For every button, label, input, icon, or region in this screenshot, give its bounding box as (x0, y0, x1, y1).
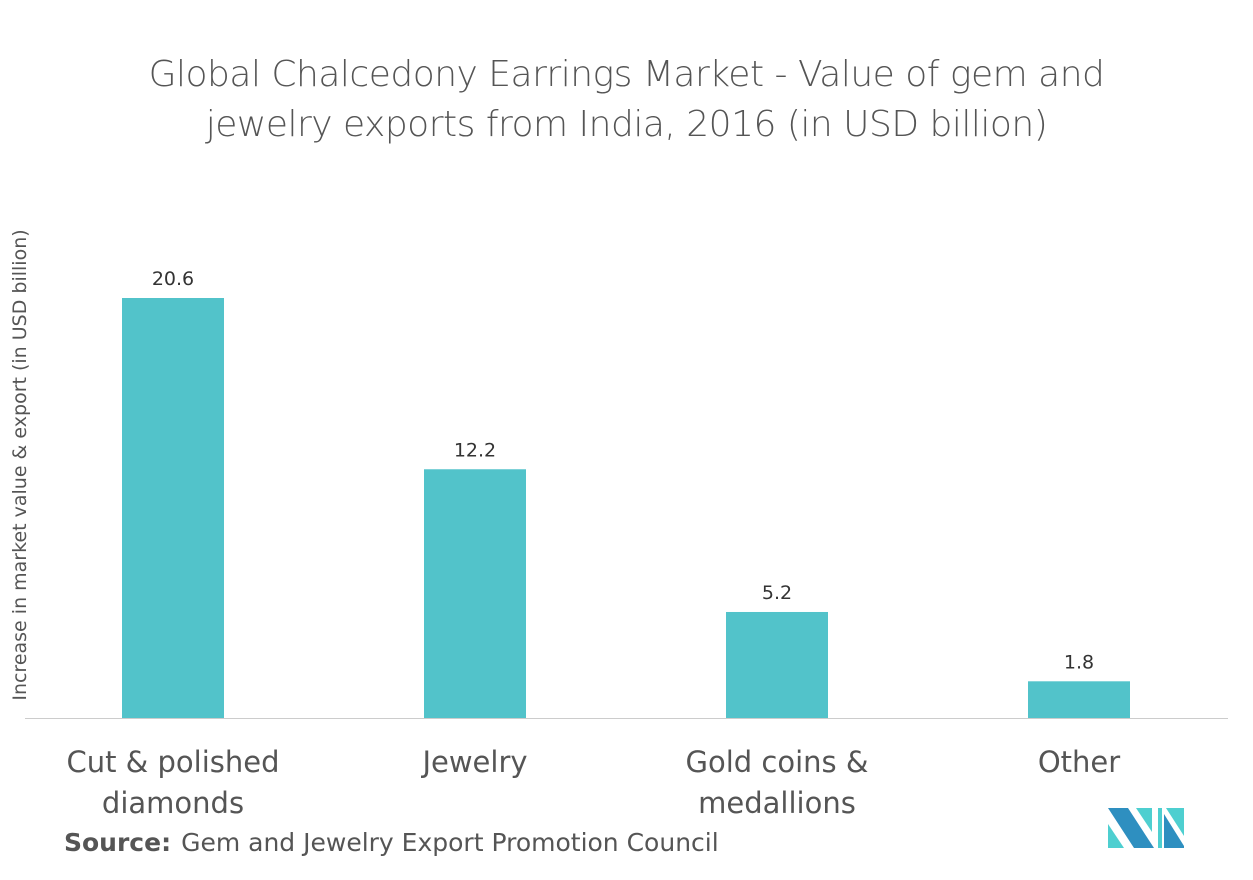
chart-title-line-2: jewelry exports from India, 2016 (in USD… (205, 104, 1048, 145)
data-label: 20.6 (152, 268, 194, 290)
data-label: 5.2 (762, 582, 792, 604)
x-tick-label: Gold coins & (686, 745, 869, 779)
brand-logo (1108, 808, 1184, 848)
bar (1028, 681, 1130, 718)
bar (122, 298, 224, 718)
x-tick-label: Jewelry (420, 745, 527, 779)
bar (726, 611, 828, 718)
data-label: 12.2 (454, 439, 496, 461)
source-note: Source: Gem and Jewelry Export Promotion … (64, 828, 719, 857)
chart-title-line-1: Global Chalcedony Earrings Market - Valu… (148, 54, 1105, 95)
chart-title: Global Chalcedony Earrings Market - Valu… (0, 50, 1253, 150)
x-tick-label: Cut & polished (66, 745, 279, 779)
bar (424, 469, 526, 718)
y-axis-label: Increase in market value & export (in US… (9, 229, 31, 700)
source-label: Source: (64, 828, 172, 857)
x-tick-label: diamonds (102, 786, 244, 820)
source-text: Gem and Jewelry Export Promotion Council (181, 828, 719, 857)
data-label: 1.8 (1064, 651, 1094, 673)
x-tick-label: medallions (698, 786, 856, 820)
x-tick-label: Other (1038, 745, 1120, 779)
